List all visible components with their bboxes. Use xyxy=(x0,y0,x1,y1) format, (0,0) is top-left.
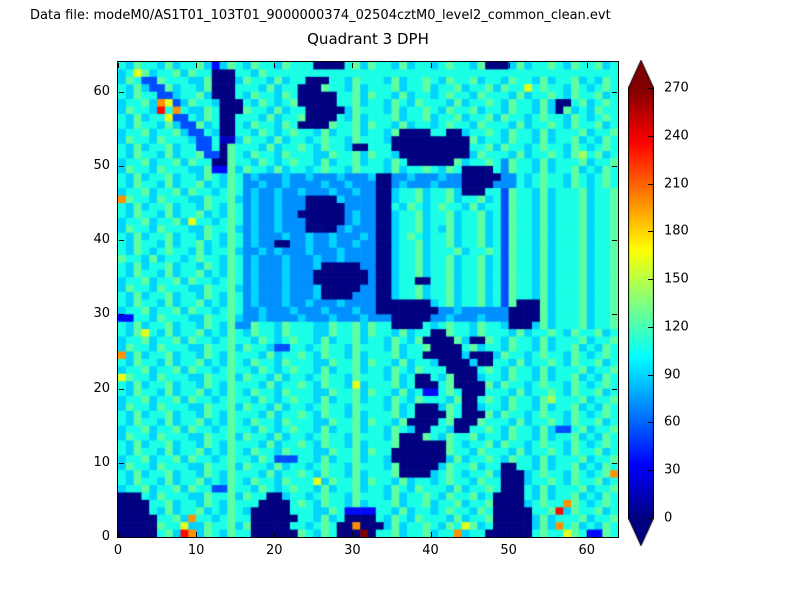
datafile-label: Data file: modeM0/AS1T01_103T01_90000003… xyxy=(30,8,611,23)
y-tick-mark xyxy=(119,240,124,242)
colorbar-tick-label: 60 xyxy=(664,414,681,430)
x-tick-label: 40 xyxy=(422,543,439,558)
x-tick-mark xyxy=(508,532,510,537)
x-tick-mark xyxy=(430,532,432,537)
colorbar-tick-label: 240 xyxy=(664,128,689,144)
colorbar-tick-label: 30 xyxy=(664,462,681,478)
x-tick-label: 20 xyxy=(265,543,283,558)
x-tick-mark xyxy=(196,532,198,537)
x-tick-mark xyxy=(508,63,510,68)
x-tick-mark xyxy=(352,532,354,537)
y-tick-mark xyxy=(612,91,617,93)
y-tick-mark xyxy=(612,388,617,390)
y-tick-mark xyxy=(612,462,617,464)
x-tick-mark xyxy=(118,63,119,68)
x-tick-mark xyxy=(430,63,432,68)
plot-frame xyxy=(117,61,619,538)
y-tick-mark xyxy=(119,314,124,316)
x-tick-label: 60 xyxy=(578,543,596,558)
colorbar-canvas xyxy=(628,60,654,546)
y-tick-mark xyxy=(612,314,617,316)
colorbar-tick-mark xyxy=(648,88,653,89)
colorbar-tick-label: 0 xyxy=(664,510,673,526)
y-tick-label: 50 xyxy=(93,157,110,173)
colorbar-tick-label: 120 xyxy=(664,319,689,335)
y-tick-label: 30 xyxy=(93,306,110,322)
colorbar-tick-label: 270 xyxy=(664,80,689,96)
y-tick-mark xyxy=(612,165,617,167)
colorbar-tick-mark xyxy=(648,422,653,424)
x-tick-label: 0 xyxy=(113,543,123,558)
x-tick-label: 50 xyxy=(500,543,517,558)
x-tick-mark xyxy=(196,63,198,68)
x-tick-mark xyxy=(352,63,354,68)
y-tick-label: 60 xyxy=(93,83,110,99)
colorbar-tick-mark xyxy=(648,374,653,376)
y-tick-label: 40 xyxy=(93,232,110,248)
x-tick-label: 10 xyxy=(187,543,205,558)
y-tick-label: 20 xyxy=(93,380,110,396)
y-tick-mark xyxy=(612,240,617,242)
colorbar-tick-mark xyxy=(648,326,653,328)
x-tick-mark xyxy=(586,63,588,68)
heatmap-canvas xyxy=(118,62,618,537)
colorbar-tick-mark xyxy=(648,231,653,233)
y-tick-label: 0 xyxy=(101,529,110,544)
y-tick-mark xyxy=(119,388,124,390)
colorbar-tick-mark xyxy=(648,183,653,185)
x-tick-mark xyxy=(586,532,588,537)
plot-title: Quadrant 3 DPH xyxy=(307,30,429,48)
colorbar-tick-mark xyxy=(648,470,653,472)
x-tick-mark xyxy=(118,532,119,537)
colorbar-tick-label: 180 xyxy=(664,223,689,239)
x-tick-mark xyxy=(274,63,276,68)
y-tick-mark xyxy=(612,537,617,538)
x-tick-label: 30 xyxy=(344,543,361,558)
colorbar-tick-mark xyxy=(648,135,653,137)
colorbar-tick-label: 90 xyxy=(664,367,681,383)
y-tick-mark xyxy=(119,165,124,167)
y-tick-label: 10 xyxy=(93,454,110,470)
colorbar-tick-mark xyxy=(648,518,653,519)
x-tick-mark xyxy=(274,532,276,537)
y-tick-mark xyxy=(119,462,124,464)
colorbar-tick-label: 150 xyxy=(664,271,689,287)
colorbar-tick-mark xyxy=(648,279,653,281)
y-tick-mark xyxy=(119,537,124,538)
y-tick-mark xyxy=(119,91,124,93)
colorbar-tick-label: 210 xyxy=(664,176,689,192)
